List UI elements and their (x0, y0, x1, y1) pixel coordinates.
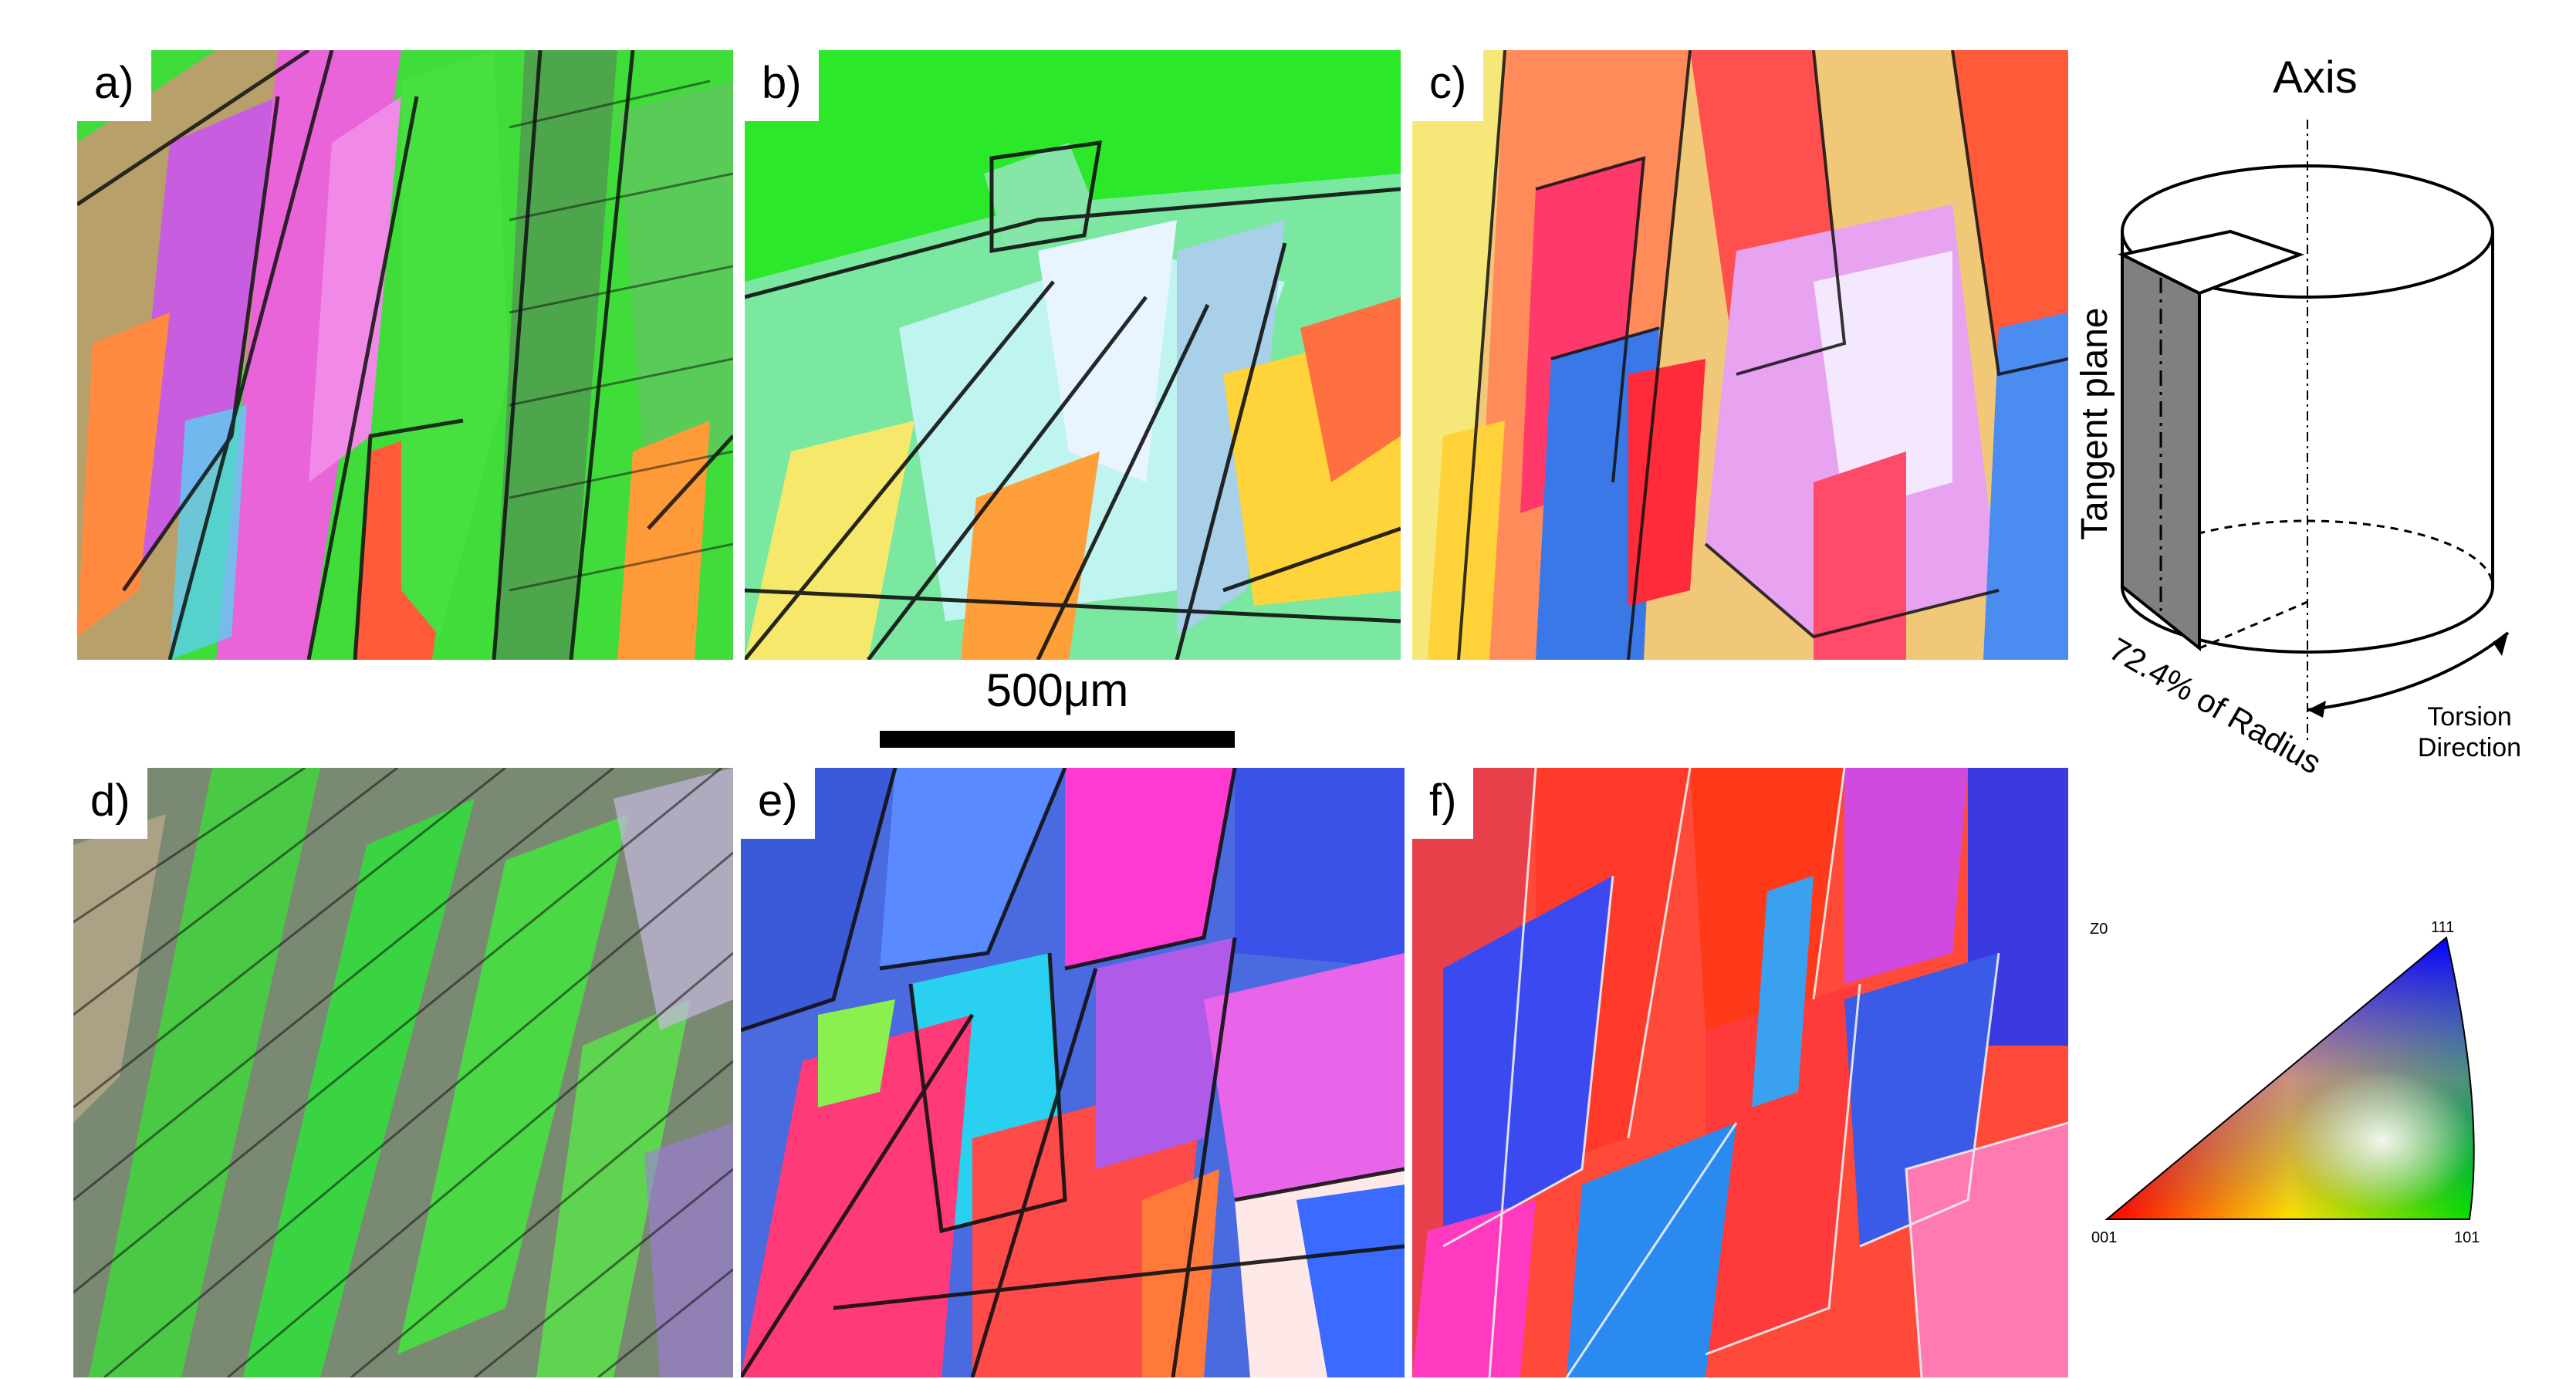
panel-label-d: d) (73, 768, 147, 839)
scale-bar (880, 731, 1235, 748)
ebsd-map-f-image (1412, 768, 2068, 1377)
scale-bar-label: 500μm (985, 664, 1129, 716)
ipf-z-label: Z0 (2090, 921, 2108, 938)
ebsd-map-a: a) (77, 50, 733, 660)
ebsd-map-a-image (77, 50, 733, 660)
ebsd-map-b-image (745, 50, 1401, 660)
ipf-corner-001: 001 (2091, 1229, 2117, 1246)
ipf-corner-101: 101 (2454, 1229, 2480, 1246)
ebsd-map-c: c) (1412, 50, 2068, 660)
ebsd-map-c-image (1412, 50, 2068, 660)
torsion-schematic: Axis Tangent plane 72.4% of Radius Torsi… (2074, 46, 2539, 787)
panel-label-a: a) (77, 50, 151, 121)
axis-label: Axis (2273, 52, 2358, 103)
ebsd-map-e-image (741, 768, 1405, 1377)
ipf-corner-111: 111 (2431, 919, 2454, 936)
ipf-color-key: Z0 001 101 111 (2084, 911, 2516, 1266)
panel-label-e: e) (741, 768, 815, 839)
ebsd-map-b: b) (745, 50, 1401, 660)
ebsd-map-d: d) (73, 768, 733, 1377)
ebsd-map-f: f) (1412, 768, 2068, 1377)
panel-label-c: c) (1412, 50, 1484, 121)
tangent-plane-label: Tangent plane (2076, 307, 2115, 540)
ebsd-map-d-image (73, 768, 733, 1377)
cylinder-diagram: Axis Tangent plane 72.4% of Radius Torsi… (2074, 52, 2521, 781)
ipf-triangle: Z0 001 101 111 (2090, 919, 2480, 1246)
torsion-label-line2: Direction (2418, 733, 2521, 762)
ebsd-map-e: e) (741, 768, 1405, 1377)
panel-label-f: f) (1412, 768, 1474, 839)
panel-label-b: b) (745, 50, 819, 121)
torsion-label-line1: Torsion (2427, 702, 2512, 732)
